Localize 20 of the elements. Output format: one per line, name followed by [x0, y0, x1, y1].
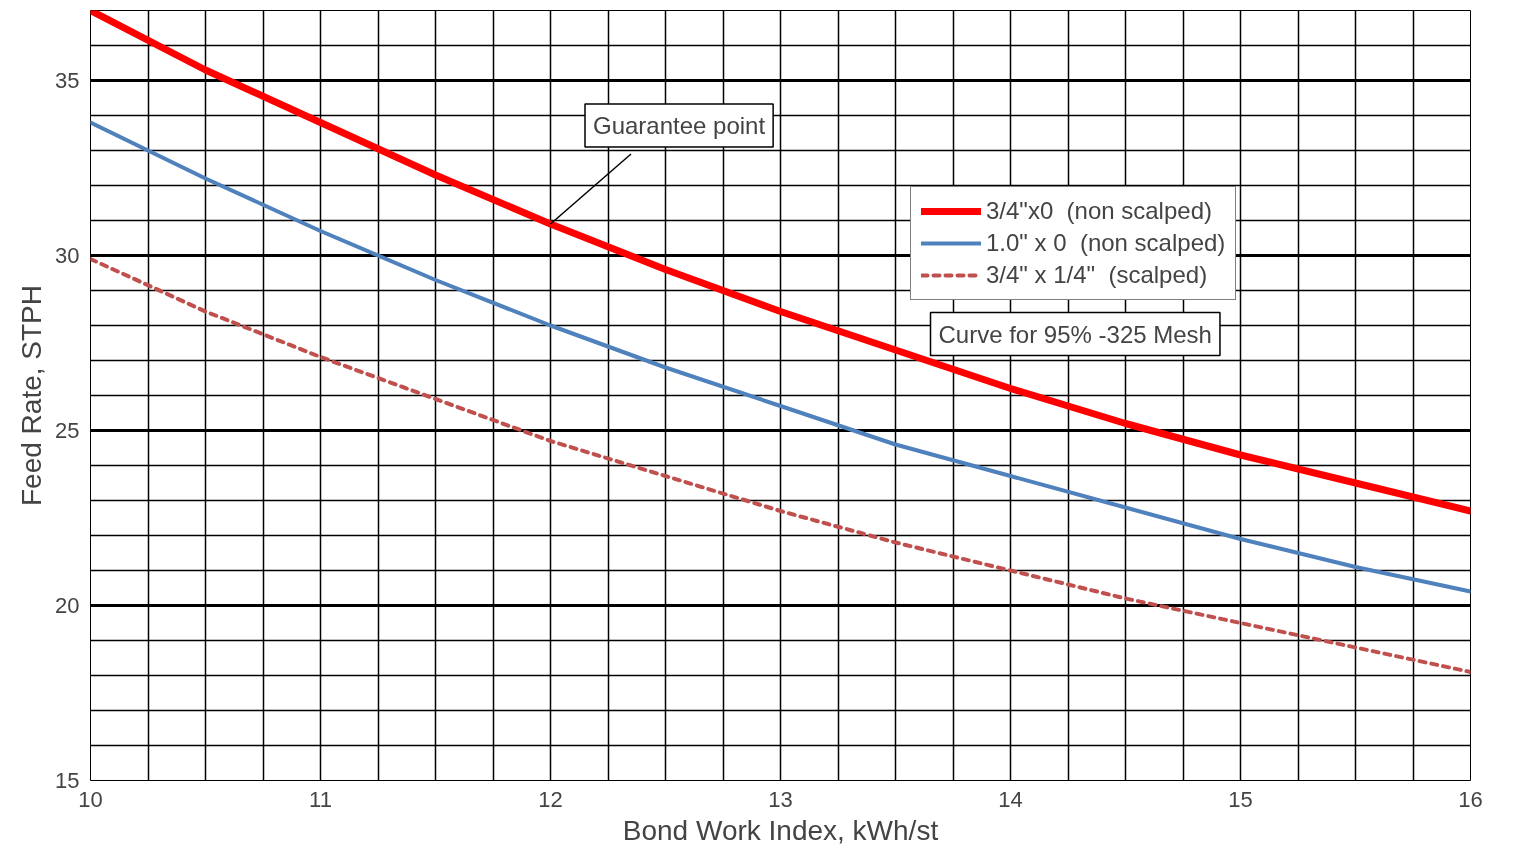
x-tick-label: 12 — [538, 786, 563, 812]
y-axis-title: Feed Rate, STPH — [16, 285, 48, 506]
x-tick-label: 14 — [998, 786, 1023, 812]
x-axis-title: Bond Work Index, kWh/st — [622, 814, 939, 846]
y-tick-label: 30 — [55, 243, 80, 268]
line-series — [90, 257, 1471, 674]
legend-label: 3/4"x0 (non scalped) — [986, 197, 1212, 225]
y-tick-label: 25 — [55, 418, 80, 443]
x-tick-label: 11 — [309, 786, 332, 812]
y-tick-label: 20 — [55, 593, 80, 618]
x-tick-label: 13 — [768, 786, 793, 812]
legend-label: 3/4" x 1/4" (scalped) — [986, 261, 1208, 289]
legend-label: 1.0" x 0 (non scalped) — [986, 229, 1226, 257]
x-tick-label: 10 — [78, 786, 103, 812]
x-tick-label: 16 — [1458, 786, 1483, 812]
y-tick-label: 15 — [55, 768, 80, 793]
y-tick-label: 35 — [55, 68, 80, 93]
x-tick-label: 15 — [1228, 786, 1253, 812]
annotation: Guarantee point — [593, 112, 766, 139]
annotation: Curve for 95% -325 Mesh — [938, 320, 1212, 348]
